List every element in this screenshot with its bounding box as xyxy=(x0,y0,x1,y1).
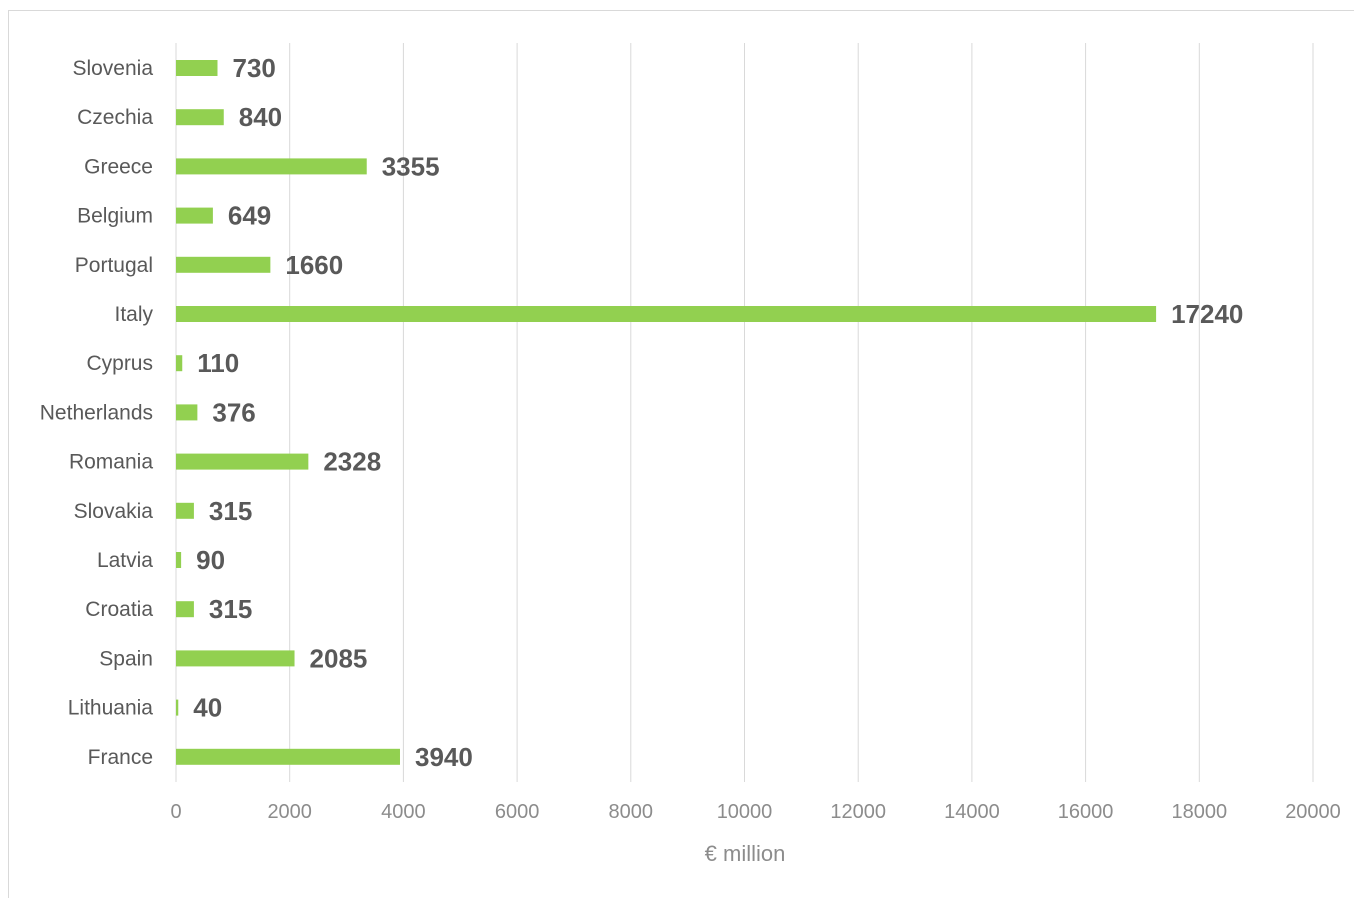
data-label: 1660 xyxy=(285,250,343,280)
category-label: Belgium xyxy=(77,205,153,228)
bar-france xyxy=(176,748,400,765)
x-tick-label: 0 xyxy=(170,801,181,823)
bar-romania xyxy=(176,453,309,470)
x-axis-tick-labels: 0 2000 4000 6000 8000 10000 12000 14000 16000 180… xyxy=(170,801,1340,823)
bar-latvia xyxy=(176,552,182,568)
data-label: 315 xyxy=(209,594,252,624)
category-label: Lithuania xyxy=(68,697,154,720)
bar-czechia xyxy=(176,109,224,126)
x-tick-label: 16000 xyxy=(1058,801,1114,823)
category-label: Cyprus xyxy=(86,352,153,375)
category-label: Slovakia xyxy=(74,500,154,523)
data-label: 376 xyxy=(212,397,255,427)
bar-cyprus xyxy=(176,355,183,372)
data-label: 3355 xyxy=(382,151,440,181)
category-label: Greece xyxy=(84,155,153,178)
x-tick-label: 10000 xyxy=(717,801,773,823)
x-tick-label: 18000 xyxy=(1171,801,1227,823)
data-label: 649 xyxy=(228,201,271,231)
data-label: 90 xyxy=(196,545,225,575)
data-label: 3940 xyxy=(415,742,473,772)
category-label: Latvia xyxy=(97,549,153,572)
x-tick-label: 8000 xyxy=(609,801,654,823)
category-label: Italy xyxy=(114,303,153,326)
bar-spain xyxy=(176,650,295,667)
data-label: 17240 xyxy=(1171,299,1243,329)
data-labels: 730 840 3355 649 1660 17240 110 376 2328 315 90 315… xyxy=(193,53,1243,772)
bar-slovenia xyxy=(176,60,218,76)
chart-frame xyxy=(8,10,1354,898)
x-tick-label: 6000 xyxy=(495,801,540,823)
category-label: Netherlands xyxy=(40,401,153,424)
category-label: Czechia xyxy=(77,106,153,129)
category-label: Portugal xyxy=(75,254,153,277)
category-label: Romania xyxy=(69,451,153,474)
bar-italy xyxy=(176,306,1157,322)
x-tick-label: 20000 xyxy=(1285,801,1341,823)
data-label: 110 xyxy=(197,348,239,378)
bar-belgium xyxy=(176,207,213,224)
bar-slovakia xyxy=(176,502,194,519)
x-tick-label: 4000 xyxy=(381,801,426,823)
bar-lithuania xyxy=(176,699,179,716)
data-label: 315 xyxy=(209,496,252,526)
x-tick-label: 2000 xyxy=(267,801,312,823)
bar-netherlands xyxy=(176,404,198,421)
bars xyxy=(176,60,1157,765)
bar-greece xyxy=(176,158,367,175)
x-tick-label: 12000 xyxy=(830,801,886,823)
data-label: 2085 xyxy=(310,643,368,673)
data-label: 2328 xyxy=(323,447,381,477)
bar-croatia xyxy=(176,601,194,618)
data-label: 840 xyxy=(239,102,282,132)
data-label: 40 xyxy=(193,693,222,723)
category-label: Croatia xyxy=(85,598,153,621)
category-label: France xyxy=(88,746,153,769)
category-labels: Slovenia Czechia Greece Belgium Portugal Ital… xyxy=(40,57,154,769)
bar-portugal xyxy=(176,256,271,273)
category-label: Slovenia xyxy=(72,57,153,80)
category-label: Spain xyxy=(99,647,153,670)
x-axis-title: € million xyxy=(705,841,786,866)
x-tick-label: 14000 xyxy=(944,801,1000,823)
data-label: 730 xyxy=(233,53,276,83)
